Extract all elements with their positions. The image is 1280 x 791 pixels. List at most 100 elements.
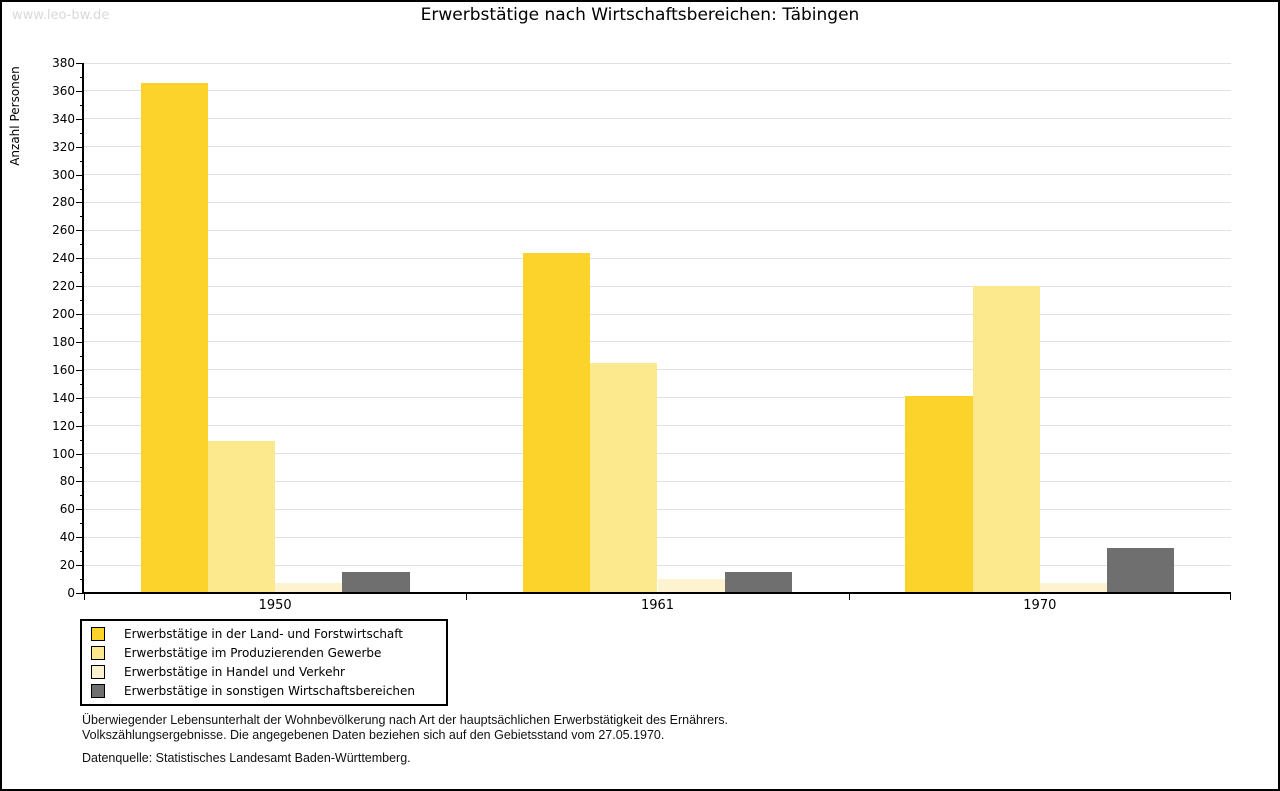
y-major-tick [76,230,84,232]
y-axis-tick-label: 380 [52,56,75,70]
y-major-tick [76,509,84,511]
y-axis-tick-label: 200 [52,307,75,322]
bar [1107,548,1175,593]
y-major-tick [76,565,84,567]
gridline [84,425,1231,427]
x-divider-tick [84,594,85,600]
gridline [84,453,1231,455]
y-major-tick [76,537,84,539]
y-major-tick [76,397,84,399]
legend-item: Erwerbstätige in Handel und Verkehr [82,662,446,681]
footnotes: Überwiegender Lebensunterhalt der Wohnbe… [82,713,728,766]
bar [140,82,208,593]
y-axis-tick-label: 80 [59,474,75,489]
y-major-tick [76,341,84,343]
y-axis-tick-label: 40 [59,530,75,545]
legend-label: Erwerbstätige in der Land- und Forstwirt… [124,626,403,641]
y-axis-tick-label: 320 [52,139,75,154]
x-axis-label: 1950 [258,598,292,613]
y-axis-tick-label: 60 [59,502,75,517]
footnote-line-1: Überwiegender Lebensunterhalt der Wohnbe… [82,713,728,727]
x-axis-label: 1970 [1023,598,1057,613]
chart-title: Erwerbstätige nach Wirtschaftsbereichen:… [420,5,860,25]
x-divider-tick [466,594,468,600]
y-major-tick [76,481,84,483]
gridline [84,62,1231,64]
legend-swatch [91,664,105,679]
y-major-tick [76,174,84,176]
y-major-tick [76,369,84,371]
x-axis-line [82,592,1231,594]
gridline [84,257,1231,259]
gridline [84,229,1231,231]
y-major-tick [76,286,84,288]
x-axis-label: 1961 [640,598,675,613]
gridline [84,90,1231,92]
y-major-tick [76,258,84,260]
legend-item: Erwerbstätige im Produzierenden Gewerbe [82,643,446,662]
gridline [84,174,1231,176]
bar [207,440,276,593]
legend-item: Erwerbstätige in der Land- und Forstwirt… [82,624,446,643]
gridline [84,480,1231,482]
y-major-tick [76,118,84,120]
y-axis-tick-label: 220 [52,279,75,294]
x-divider-tick [848,594,850,600]
bar [657,579,725,593]
footnote-line-2: Volkszählungsergebnisse. Die angegebenen… [82,728,665,742]
y-major-tick [76,593,84,594]
x-divider-tick [1230,594,1231,600]
bar [972,286,1040,593]
gridline [84,369,1231,371]
legend-item: Erwerbstätige in sonstigen Wirtschaftsbe… [82,681,446,700]
legend-swatch [91,645,105,660]
y-major-tick [76,202,84,204]
y-major-tick [76,425,84,427]
y-major-tick [76,63,84,64]
y-major-tick [76,146,84,148]
y-axis-tick-label: 360 [52,83,75,98]
bar [1039,583,1108,593]
y-axis-tick-label: 240 [52,251,75,266]
bar [590,362,658,593]
y-axis-tick-label: 180 [52,334,75,349]
y-major-tick [76,314,84,316]
gridline [84,397,1231,399]
y-axis-tick-label: 340 [52,111,75,126]
y-axis-line [82,63,84,593]
gridline [84,201,1231,203]
gridline [84,341,1231,343]
watermark: www.leo-bw.de [12,8,110,23]
y-axis-tick-label: 120 [52,418,75,433]
y-axis-tick-label: 140 [52,390,75,405]
y-axis-tick-label: 0 [67,586,75,600]
y-axis-tick-label: 280 [52,195,75,210]
gridline [84,146,1231,148]
bar [905,396,973,593]
legend-swatch [91,683,105,698]
bar [342,572,410,593]
y-axis-tick-label: 260 [52,223,75,238]
gridline [84,508,1231,510]
y-axis-tick-label: 20 [59,558,75,573]
gridline [84,118,1231,120]
y-major-tick [76,453,84,455]
legend-label: Erwerbstätige im Produzierenden Gewerbe [124,645,382,660]
y-axis-tick-label: 100 [52,446,75,461]
legend: Erwerbstätige in der Land- und Forstwirt… [80,619,448,706]
legend-label: Erwerbstätige in Handel und Verkehr [124,664,345,679]
y-major-tick [76,90,84,92]
data-source: Datenquelle: Statistisches Landesamt Bad… [82,751,411,765]
bar [724,572,792,593]
bar [523,252,591,593]
gridline [84,536,1231,538]
legend-swatch [91,626,105,641]
gridline [84,313,1231,315]
y-axis-tick-label: 300 [52,167,75,182]
legend-label: Erwerbstätige in sonstigen Wirtschaftsbe… [124,683,416,698]
y-axis-tick-label: 160 [52,362,75,377]
legend-rows: Erwerbstätige in der Land- und Forstwirt… [82,624,446,700]
gridline [84,285,1231,287]
